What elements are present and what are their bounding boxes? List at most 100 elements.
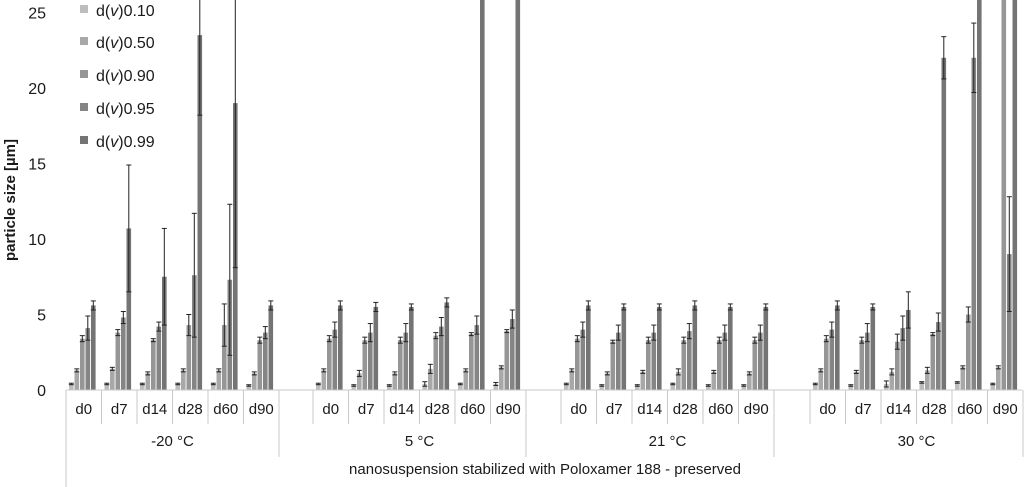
- bar: [676, 371, 681, 390]
- bar: [140, 383, 145, 390]
- bar: [368, 332, 373, 390]
- bar: [156, 326, 162, 390]
- bar: [387, 385, 392, 390]
- bar: [657, 306, 662, 390]
- bar: [829, 329, 835, 390]
- category-label: d7: [606, 401, 623, 418]
- category-label: d90: [993, 401, 1018, 418]
- bar: [580, 329, 586, 390]
- bar: [941, 57, 947, 390]
- bar: [646, 340, 651, 390]
- bar: [145, 373, 151, 390]
- x-axis-title: nanosuspension stabilized with Poloxamer…: [349, 461, 741, 478]
- y-axis: 0 5 10 15 20 25: [28, 6, 46, 401]
- category-label: d14: [637, 401, 662, 418]
- bar: [162, 276, 167, 390]
- category-label: d60: [213, 401, 238, 418]
- bar: [936, 322, 941, 390]
- bar: [373, 306, 379, 390]
- bar: [930, 334, 936, 390]
- category-label: d7: [111, 401, 128, 418]
- bar: [621, 306, 627, 390]
- bar: [758, 332, 763, 390]
- bar: [493, 383, 499, 390]
- category-label: d7: [358, 401, 375, 418]
- bar: [854, 371, 859, 390]
- bar: [186, 325, 192, 390]
- bar: [605, 373, 610, 390]
- bar: [444, 302, 450, 390]
- bar: [960, 367, 966, 390]
- bar: [955, 382, 960, 390]
- category-label: d28: [922, 401, 947, 418]
- bar: [515, 0, 521, 390]
- bar: [428, 368, 433, 390]
- x-axis: -20 °C d0 d7 d14 d28 d60 d90 5 °C d0 d7 d14 d28 d60 d…: [65, 389, 1024, 487]
- bar: [651, 332, 657, 390]
- bar: [722, 332, 728, 390]
- legend-swatch: [80, 70, 88, 78]
- y-tick-label: 5: [37, 308, 46, 325]
- bar: [357, 373, 362, 390]
- category-label: d0: [322, 401, 339, 418]
- plot-area: [68, 0, 1018, 390]
- bar: [351, 385, 357, 390]
- legend-swatch: [80, 136, 88, 144]
- category-label: d28: [673, 401, 698, 418]
- legend: d(v)0.10 d(v)0.50 d(v)0.90 d(v)0.95 d(v)0.99: [80, 3, 155, 151]
- bar: [398, 340, 403, 390]
- bar: [835, 305, 840, 390]
- bar: [422, 383, 428, 390]
- bar: [919, 382, 925, 390]
- bar: [670, 383, 676, 390]
- bar: [818, 370, 824, 390]
- bar: [586, 305, 591, 390]
- bar: [257, 340, 263, 390]
- group-label: 5 °C: [405, 433, 435, 450]
- bar: [813, 383, 818, 390]
- category-label: d28: [178, 401, 203, 418]
- bar: [925, 370, 930, 390]
- bar: [222, 325, 227, 390]
- bar: [439, 326, 444, 390]
- bar: [480, 0, 485, 390]
- bar: [85, 328, 91, 390]
- bar: [681, 340, 687, 390]
- bar: [469, 334, 474, 390]
- category-label: d14: [142, 401, 167, 418]
- bar: [906, 309, 911, 390]
- bar: [971, 57, 977, 390]
- bar: [115, 332, 121, 390]
- y-tick-label: 20: [28, 81, 46, 98]
- bar: [409, 306, 414, 390]
- bar: [687, 331, 692, 390]
- bar: [848, 385, 854, 390]
- legend-label: d(v)0.10: [96, 3, 155, 20]
- y-tick-label: 0: [37, 383, 46, 400]
- bar: [1012, 0, 1018, 390]
- bar: [327, 338, 332, 390]
- bar: [895, 341, 900, 390]
- bar: [728, 306, 733, 390]
- category-label: d0: [570, 401, 587, 418]
- bar: [121, 317, 126, 390]
- category-label: d60: [460, 401, 485, 418]
- bar: [635, 385, 640, 390]
- bar: [246, 385, 252, 390]
- category-label: d7: [855, 401, 872, 418]
- category-label: d28: [425, 401, 450, 418]
- legend-swatch: [80, 37, 88, 45]
- category-label: d90: [496, 401, 521, 418]
- bar: [392, 373, 398, 390]
- bar: [717, 340, 722, 390]
- bar: [433, 335, 439, 390]
- bar: [181, 370, 186, 390]
- category-label: d90: [744, 401, 769, 418]
- bar: [747, 373, 752, 390]
- bar: [741, 385, 747, 390]
- bar: [1001, 0, 1007, 390]
- bar: [268, 305, 274, 390]
- y-axis-title: particle size [µm]: [2, 139, 19, 261]
- bar: [362, 340, 368, 390]
